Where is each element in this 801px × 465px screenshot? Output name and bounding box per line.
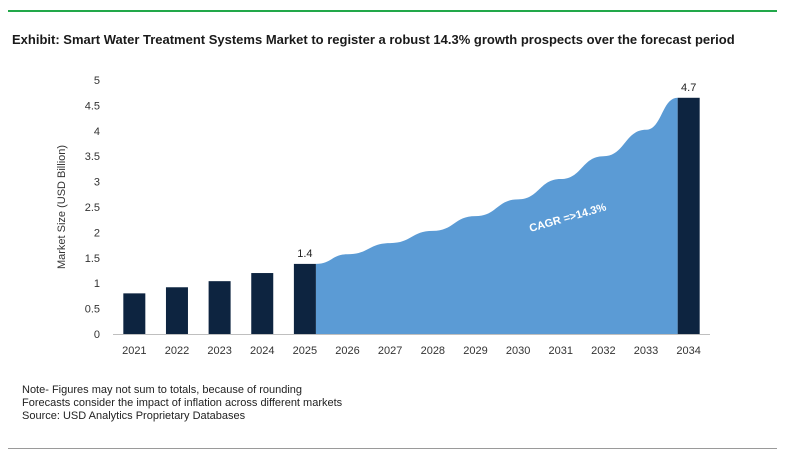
forecast-area — [315, 97, 678, 334]
exhibit-title: Exhibit: Smart Water Treatment Systems M… — [12, 32, 735, 47]
x-tick-label: 2025 — [293, 345, 317, 357]
x-tick-label: 2032 — [591, 345, 615, 357]
x-tick-label: 2030 — [506, 345, 530, 357]
y-tick-label: 3 — [94, 177, 100, 189]
bar-2024 — [251, 273, 274, 334]
y-tick-label: 2 — [94, 227, 100, 239]
x-tick-label: 2027 — [378, 345, 402, 357]
x-tick-label: 2033 — [634, 345, 658, 357]
footer-rule — [8, 448, 777, 449]
y-tick-label: 3.5 — [85, 151, 100, 163]
y-axis-label: Market Size (USD Billion) — [56, 145, 68, 269]
bar-2023 — [208, 281, 231, 334]
y-tick-label: 1 — [94, 278, 100, 290]
x-tick-label: 2021 — [122, 345, 146, 357]
y-tick-label: 0 — [94, 329, 100, 341]
market-size-chart: CAGR =>14.3%1.44.700.511.522.533.544.552… — [56, 75, 710, 357]
y-tick-label: 4 — [94, 126, 100, 138]
bar-2021 — [123, 293, 146, 334]
x-tick-label: 2022 — [165, 345, 189, 357]
x-tick-label: 2026 — [335, 345, 359, 357]
bar-2034 — [677, 97, 700, 334]
data-label-2034: 4.7 — [681, 82, 696, 94]
x-tick-label: 2029 — [463, 345, 487, 357]
y-tick-label: 0.5 — [85, 304, 100, 316]
note-rounding: Note- Figures may not sum to totals, bec… — [22, 384, 303, 396]
note-inflation: Forecasts consider the impact of inflati… — [22, 397, 343, 409]
footnotes: Note- Figures may not sum to totals, bec… — [22, 384, 342, 423]
bar-2025 — [293, 263, 316, 334]
y-tick-label: 2.5 — [85, 202, 100, 214]
x-tick-label: 2024 — [250, 345, 274, 357]
x-tick-label: 2023 — [207, 345, 231, 357]
y-tick-label: 5 — [94, 75, 100, 87]
x-tick-label: 2034 — [676, 345, 700, 357]
title-top-rule — [8, 10, 777, 12]
bar-2022 — [165, 287, 188, 334]
y-tick-label: 4.5 — [85, 100, 100, 112]
note-source: Source: USD Analytics Proprietary Databa… — [22, 410, 246, 422]
x-tick-label: 2028 — [421, 345, 445, 357]
x-tick-label: 2031 — [549, 345, 573, 357]
y-tick-label: 1.5 — [85, 253, 100, 265]
data-label-2025: 1.4 — [297, 248, 312, 260]
